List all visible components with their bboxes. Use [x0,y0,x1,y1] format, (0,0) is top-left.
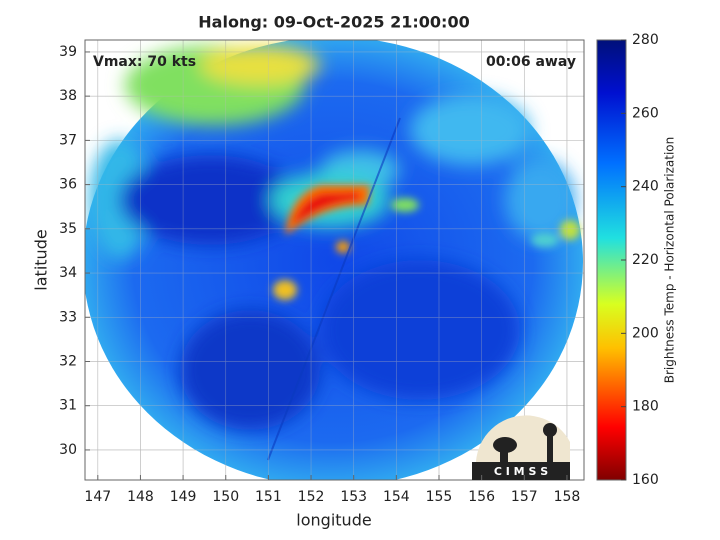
plot-frame [84,39,585,481]
y-tick-label: 34 [59,265,77,281]
y-tick-label: 33 [59,309,77,325]
logo-text: C I M S S [494,465,548,478]
x-tick-label: 147 [84,489,111,505]
x-axis-label: longitude [296,511,371,530]
y-tick-label: 35 [59,221,77,237]
colorbar-tick-label: 280 [632,32,659,48]
y-tick-label: 39 [59,44,77,60]
x-tick-label: 153 [340,489,367,505]
logo: C I M S S [472,415,570,480]
colorbar-tick-label: 180 [632,399,659,415]
colorbar-tick-label: 240 [632,179,659,195]
x-tick-label: 149 [170,489,197,505]
x-tick-label: 150 [212,489,239,505]
colorbar-tick-label: 220 [632,252,659,268]
y-tick-label: 36 [59,177,77,193]
y-tick-label: 30 [59,442,77,458]
x-tick-label: 157 [511,489,538,505]
x-tick-label: 152 [298,489,325,505]
colorbar-tick-label: 160 [632,472,659,488]
satellite-image [85,40,583,480]
y-tick-label: 37 [59,132,77,148]
x-tick-label: 148 [127,489,154,505]
y-axis-label: latitude [32,229,51,290]
x-tick-label: 158 [554,489,581,505]
x-tick-label: 151 [255,489,282,505]
colorbar-label: Brightness Temp - Horizontal Polarizatio… [663,137,677,384]
annotation: Vmax: 70 kts [93,54,196,70]
y-tick-label: 31 [59,398,77,414]
y-tick-label: 32 [59,353,77,369]
y-tick-label: 38 [59,88,77,104]
x-tick-label: 156 [468,489,495,505]
colorbar-tick-label: 260 [632,105,659,121]
chart-title: Halong: 09-Oct-2025 21:00:00 [198,13,469,32]
x-tick-label: 155 [426,489,453,505]
annotation: 00:06 away [486,54,576,70]
colorbar-tick-label: 200 [632,325,659,341]
x-tick-label: 154 [383,489,410,505]
